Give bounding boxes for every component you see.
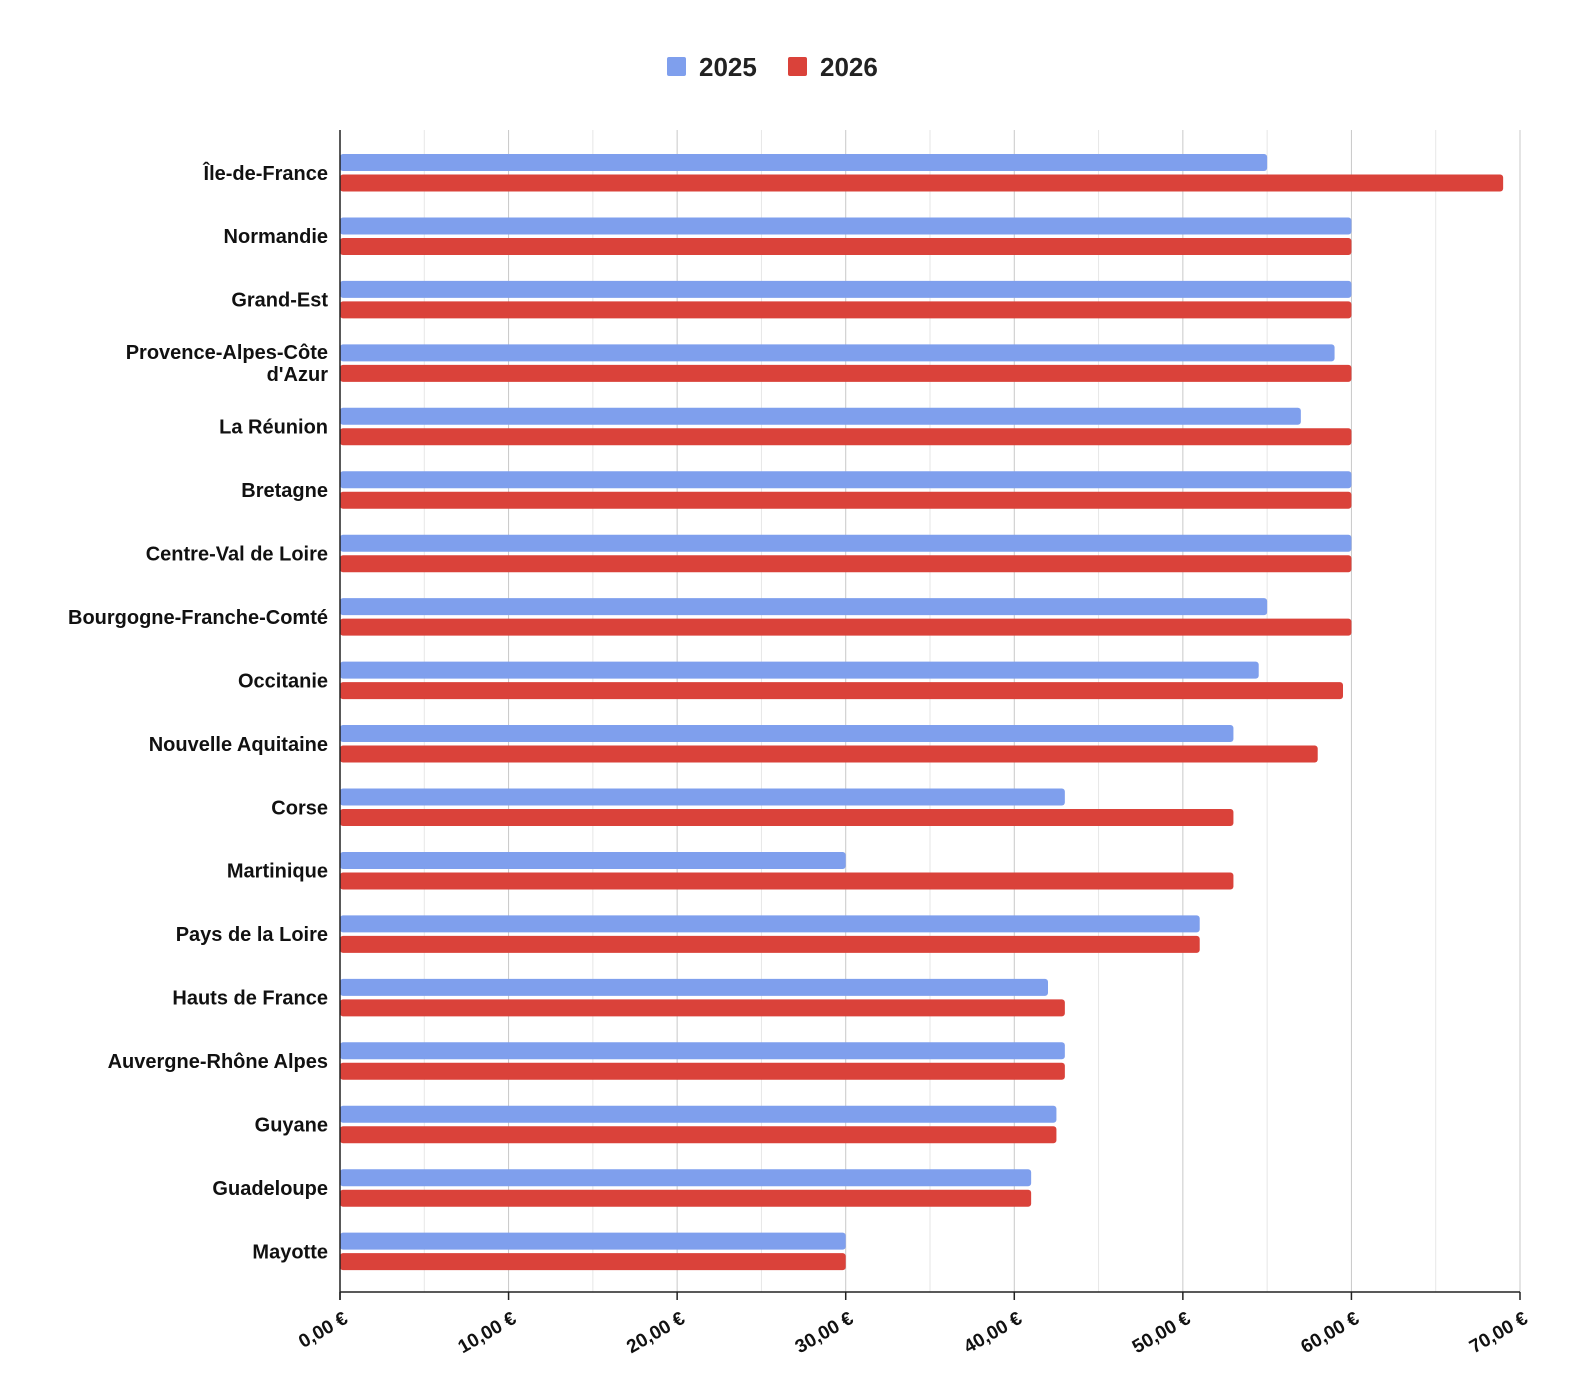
bar-2025 <box>340 1105 1057 1123</box>
x-tick-label: 0,00 € <box>295 1308 352 1353</box>
category-label: Guyane <box>255 1115 328 1137</box>
category-label: Pays de la Loire <box>176 924 328 946</box>
bar-2025 <box>340 154 1268 171</box>
bar-2026 <box>340 555 1352 573</box>
bar-2025 <box>340 1232 846 1250</box>
category-label: Normandie <box>224 226 328 248</box>
bars <box>340 154 1504 1271</box>
bar-2026 <box>340 745 1318 763</box>
category-label: Bretagne <box>241 480 328 502</box>
x-tick-label: 40,00 € <box>960 1308 1026 1358</box>
bar-2026 <box>340 428 1352 446</box>
category-label: La Réunion <box>219 417 328 439</box>
bar-2026 <box>340 1126 1057 1144</box>
x-tick-label: 30,00 € <box>792 1308 858 1358</box>
category-label: Occitanie <box>238 670 328 692</box>
legend-swatch-2026 <box>788 57 807 76</box>
bar-2026 <box>340 491 1352 509</box>
x-tick-label: 70,00 € <box>1466 1308 1532 1358</box>
bar-2025 <box>340 534 1352 552</box>
bar-2026 <box>340 618 1352 636</box>
x-tick-label: 60,00 € <box>1298 1308 1364 1358</box>
x-tick-label: 10,00 € <box>455 1308 521 1358</box>
legend-swatch-2025 <box>667 57 686 76</box>
bar-2026 <box>340 809 1234 826</box>
legend-label-2025: 2025 <box>699 52 757 82</box>
bar-2026 <box>340 935 1200 953</box>
bar-2025 <box>340 217 1352 235</box>
bar-2025 <box>340 598 1268 616</box>
axes <box>339 130 1521 1300</box>
category-label: Auvergne-Rhône Alpes <box>108 1051 328 1073</box>
category-label: Guadeloupe <box>212 1178 328 1200</box>
category-labels: Île-de-France Normandie Grand-Est Provence-… <box>68 161 328 1264</box>
category-label: Mayotte <box>252 1241 328 1263</box>
x-tick-label: 50,00 € <box>1129 1308 1195 1358</box>
category-label: Nouvelle Aquitaine <box>149 734 328 756</box>
bar-2026 <box>340 1189 1032 1207</box>
category-label: Martinique <box>227 861 328 883</box>
category-label: Grand-Est <box>231 290 328 312</box>
bar-2026 <box>340 1062 1065 1080</box>
bar-2025 <box>340 915 1200 933</box>
bar-2025 <box>340 471 1352 489</box>
bar-2026 <box>340 682 1343 700</box>
category-label: Hauts de France <box>172 988 328 1010</box>
bar-2025 <box>340 344 1335 362</box>
category-label: Île-de-France <box>203 161 328 185</box>
category-label: Centre-Val de Loire <box>146 543 328 565</box>
bar-2025 <box>340 978 1048 996</box>
bar-2025 <box>340 1042 1065 1060</box>
bar-2025 <box>340 788 1065 806</box>
bar-2026 <box>340 999 1065 1017</box>
bar-2026 <box>340 364 1352 382</box>
x-tick-label: 20,00 € <box>623 1308 689 1358</box>
category-label: Bourgogne-Franche-Comté <box>68 607 328 629</box>
bar-2026 <box>340 237 1352 255</box>
gridlines <box>423 130 1521 1292</box>
legend: 2025 2026 <box>667 52 878 82</box>
legend-label-2026: 2026 <box>820 52 878 82</box>
category-label: Provence-Alpes-Côte d'Azur <box>126 342 328 386</box>
bar-2025 <box>340 851 846 869</box>
bar-2025 <box>340 1169 1032 1187</box>
bar-2025 <box>340 280 1352 298</box>
bar-2026 <box>340 872 1234 890</box>
bar-2025 <box>340 407 1301 425</box>
category-label: Corse <box>271 797 328 819</box>
tick-labels: 0,00 € 10,00 € 20,00 € 30,00 € 40,00 € 50,00 … <box>295 1308 1532 1358</box>
bar-2026 <box>340 1253 846 1271</box>
bar-2026 <box>340 174 1504 192</box>
bar-2025 <box>340 661 1259 679</box>
bar-2026 <box>340 301 1352 319</box>
bar-2025 <box>340 725 1234 743</box>
